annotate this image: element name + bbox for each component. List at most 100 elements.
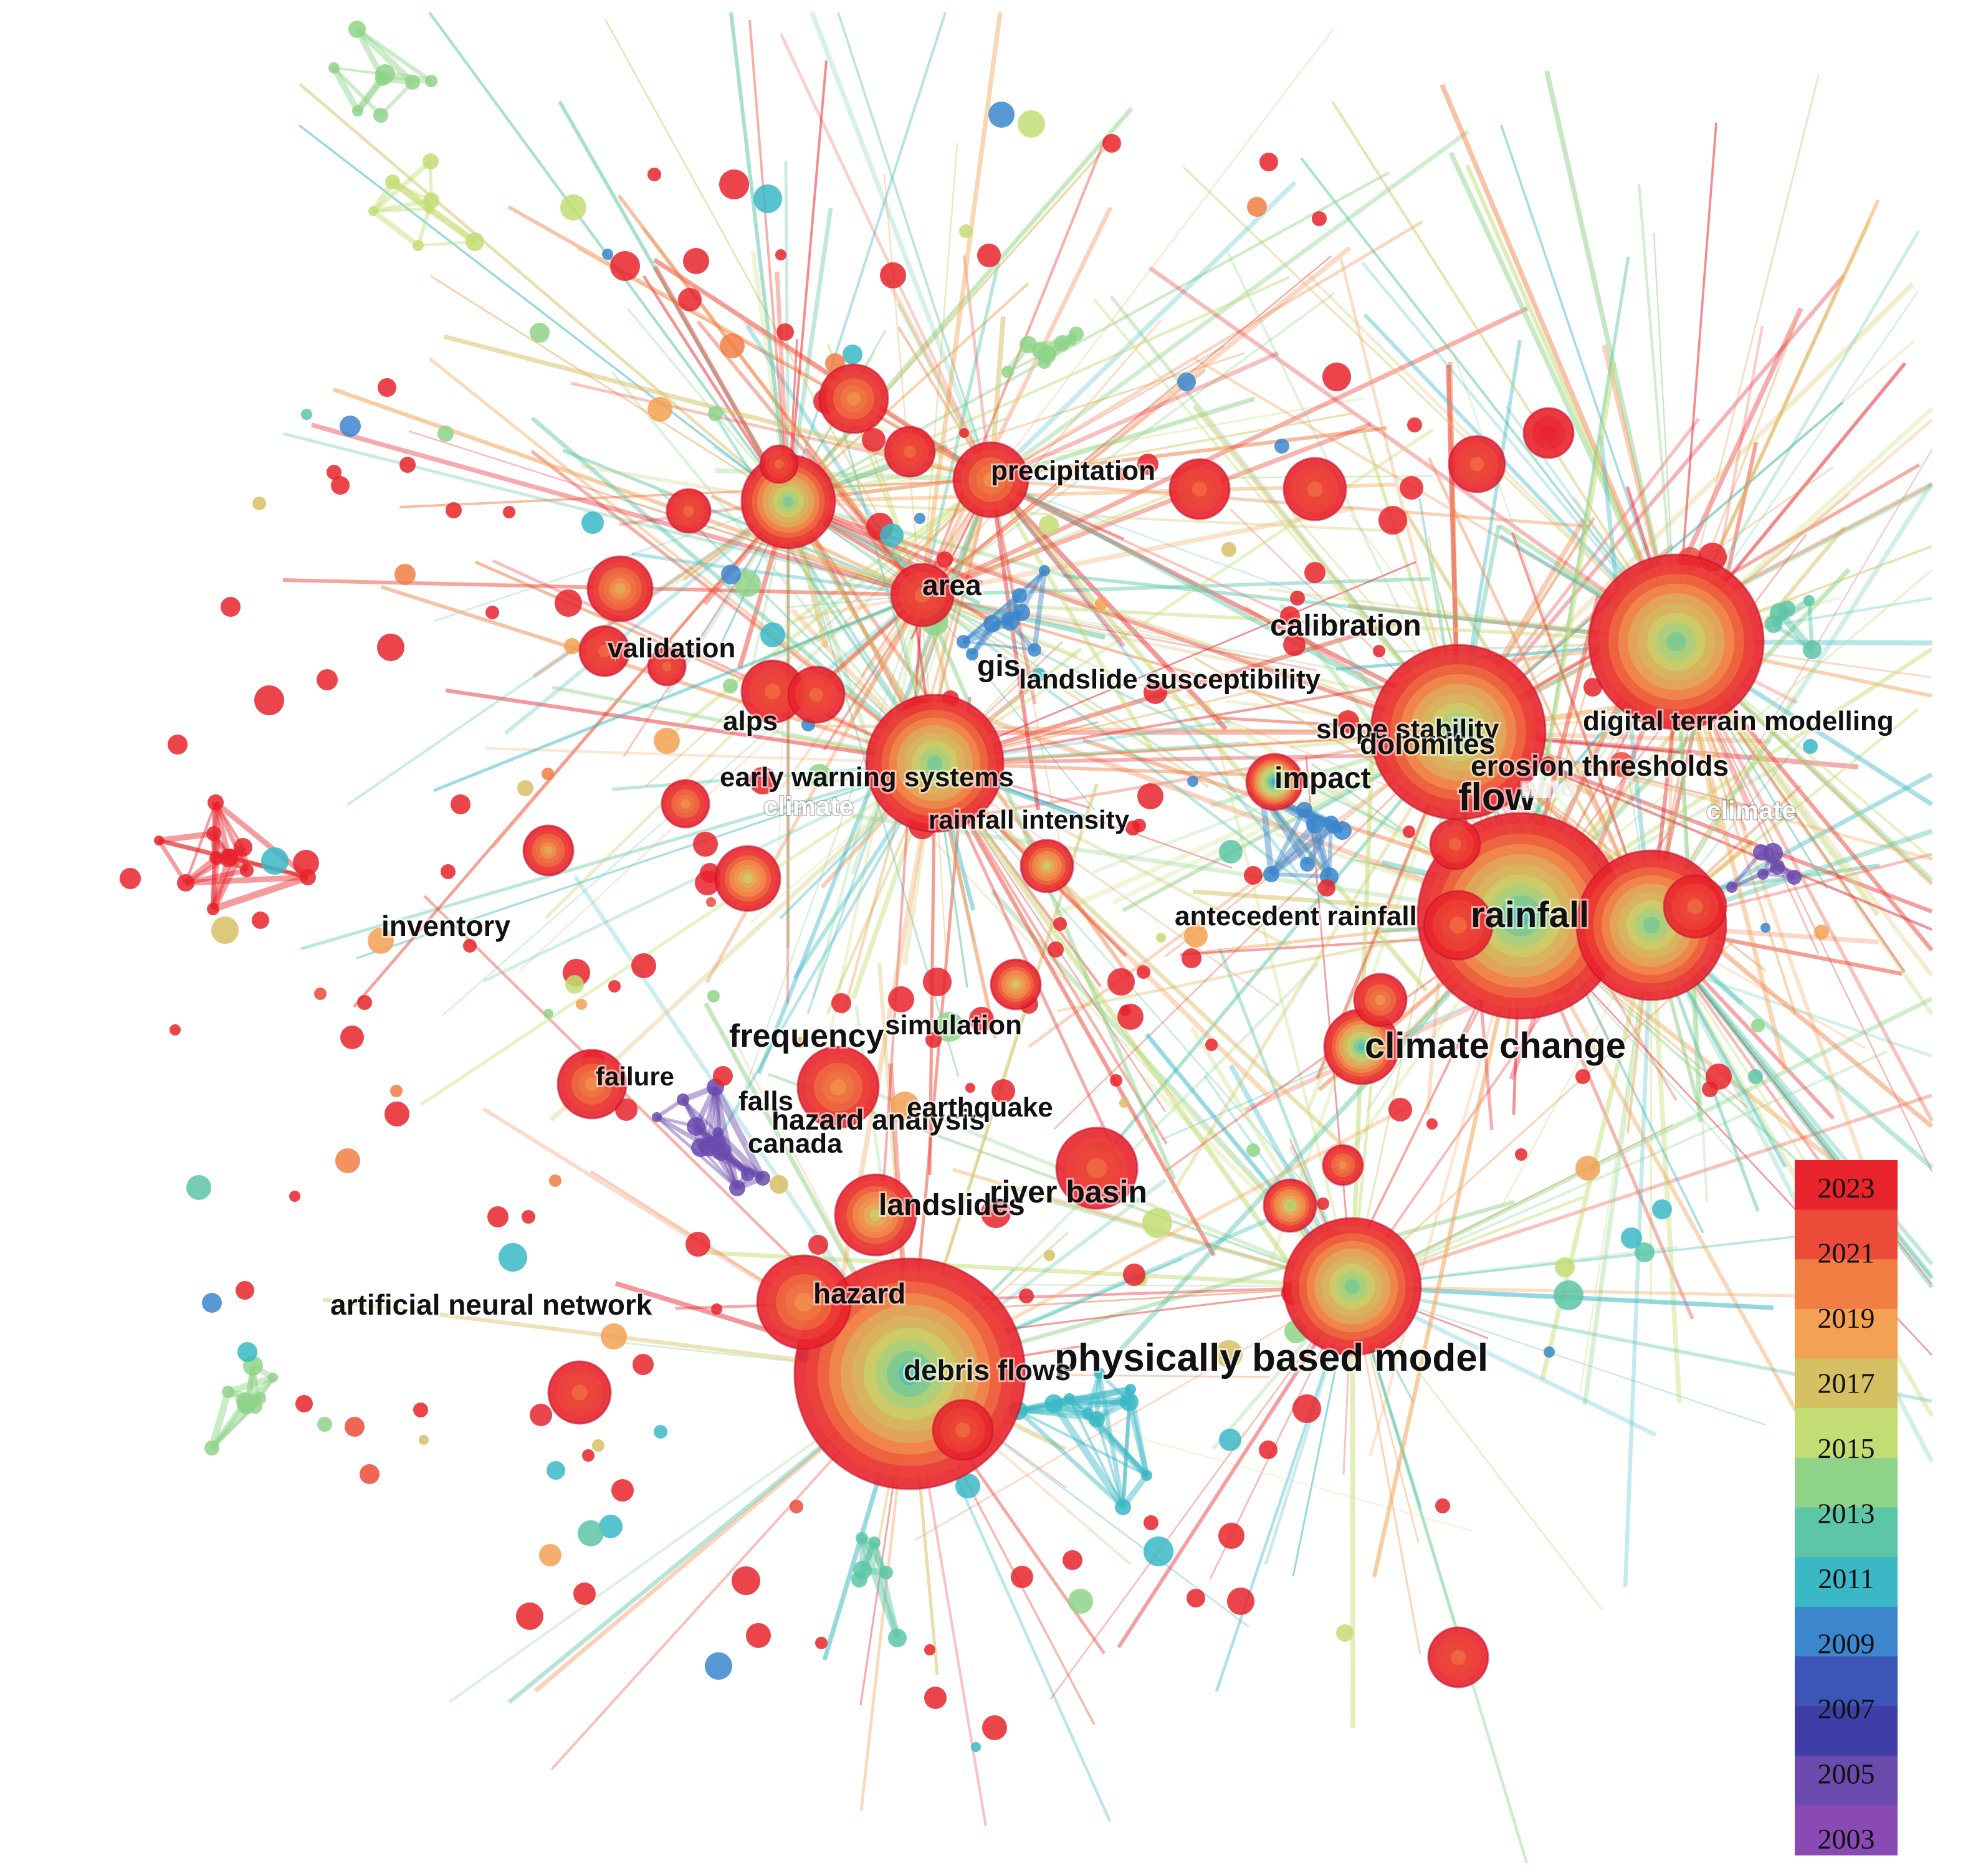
- legend-year-label: 2015: [1818, 1432, 1875, 1464]
- label-erosion-thresholds: erosion thresholds: [1471, 750, 1729, 782]
- cluster-node: [1300, 857, 1315, 872]
- keyword-node-small: [1544, 1346, 1555, 1358]
- network-edge: [921, 422, 1372, 598]
- keyword-node-small: [549, 1174, 561, 1187]
- network-edge: [1352, 1050, 1888, 1288]
- cluster-edge: [416, 208, 431, 246]
- network-edge: [1448, 151, 1679, 643]
- cluster-node: [699, 1136, 719, 1156]
- label-canada: canada: [748, 1128, 843, 1159]
- cluster-edge: [1095, 1418, 1149, 1477]
- cluster-edge: [390, 179, 432, 212]
- cluster-edge: [184, 802, 217, 883]
- label-flow: flow: [1458, 776, 1536, 819]
- keyword-node-small: [1814, 925, 1829, 940]
- keyword-node-small: [1274, 439, 1289, 454]
- keyword-node-small: [1115, 468, 1128, 480]
- cluster-node: [755, 1171, 770, 1186]
- keyword-node-small: [888, 986, 914, 1012]
- keyword-node-small: [530, 323, 550, 343]
- cluster-node: [352, 105, 363, 117]
- network-edge: [787, 282, 1029, 503]
- keyword-node: [740, 659, 805, 724]
- keyword-node-small: [711, 1303, 722, 1315]
- keyword-node-small: [1706, 1064, 1732, 1090]
- cluster-edge: [1018, 1398, 1130, 1414]
- network-edge: [408, 430, 923, 596]
- network-edge: [696, 320, 924, 596]
- cluster-edge: [1268, 822, 1319, 877]
- keyword-node: [1663, 874, 1727, 939]
- keyword-node-small: [360, 1464, 380, 1484]
- keyword-node-small: [295, 1395, 313, 1412]
- keyword-node-small: [685, 1232, 710, 1257]
- network-edge: [353, 500, 790, 1008]
- keyword-node: [759, 444, 799, 484]
- cluster-node: [1020, 336, 1037, 353]
- cluster-node: [1028, 643, 1041, 657]
- label-rainfall: rainfall: [1471, 895, 1589, 935]
- cluster-edge: [208, 1391, 232, 1449]
- cluster-edge: [379, 81, 414, 117]
- keyword-node-small: [713, 1066, 733, 1086]
- legend-year-label: 2009: [1818, 1628, 1875, 1660]
- cluster-node: [1141, 1470, 1152, 1481]
- network-edge: [933, 762, 1216, 1257]
- network-edge: [788, 426, 1387, 503]
- keyword-node-small: [924, 1644, 935, 1655]
- network-edge: [562, 449, 923, 597]
- network-edge: [921, 594, 1343, 913]
- network-edge: [1457, 340, 1916, 733]
- keyword-node-small: [1244, 866, 1263, 885]
- network-edge: [346, 500, 790, 806]
- cluster-node: [1120, 1393, 1139, 1411]
- network-edge: [879, 267, 993, 481]
- network-edge: [1008, 604, 1677, 644]
- keyword-node: [556, 1049, 628, 1120]
- keyword-node-small: [560, 194, 586, 221]
- legend-year-label: 2003: [1818, 1823, 1875, 1855]
- keyword-node-small: [1219, 840, 1243, 864]
- network-edge: [708, 406, 937, 764]
- network-edge: [530, 449, 936, 765]
- keyword-node-small: [1048, 941, 1064, 958]
- network-edge: [922, 506, 1354, 598]
- network-edge: [1050, 1286, 1353, 1700]
- keyword-node: [666, 488, 712, 534]
- keyword-node-small: [314, 988, 327, 1000]
- cluster-edge: [699, 1087, 717, 1148]
- legend-color-segment: [1795, 1706, 1898, 1756]
- network-edge: [989, 130, 1470, 482]
- cluster-edge: [1126, 1401, 1150, 1477]
- cluster-node: [368, 206, 378, 216]
- network-edge: [922, 594, 1384, 679]
- network-edge: [1350, 1286, 1355, 1728]
- network-edge: [429, 358, 936, 764]
- network-edge: [1352, 1093, 1932, 1288]
- keyword-node-small: [880, 523, 904, 547]
- cluster-edge: [1031, 570, 1048, 650]
- label-rainfall-intensity: rainfall intensity: [929, 805, 1130, 834]
- keyword-node: [952, 441, 1029, 518]
- keyword-node-small: [1095, 598, 1107, 610]
- cluster-edge: [213, 801, 232, 859]
- keyword-node-small: [487, 1206, 509, 1227]
- network-edge: [311, 422, 923, 598]
- cluster-node: [1803, 595, 1815, 606]
- legend-color-segment: [1795, 1457, 1898, 1508]
- keyword-node-small: [1635, 1242, 1655, 1262]
- keyword-node-small: [965, 1083, 975, 1093]
- network-edge: [419, 761, 936, 1107]
- keyword-node: [890, 563, 955, 627]
- network-edge: [921, 139, 1106, 596]
- network-edge: [475, 560, 935, 765]
- network-edge: [645, 479, 991, 787]
- network-edge: [932, 761, 1297, 1273]
- keyword-node-small: [289, 1191, 300, 1202]
- cluster-node: [957, 635, 970, 649]
- keyword-node-small: [654, 1425, 667, 1439]
- network-edge: [1674, 640, 1934, 1122]
- cluster-node: [413, 240, 424, 251]
- keyword-node-small: [1259, 153, 1278, 171]
- keyword-node-small: [261, 847, 289, 875]
